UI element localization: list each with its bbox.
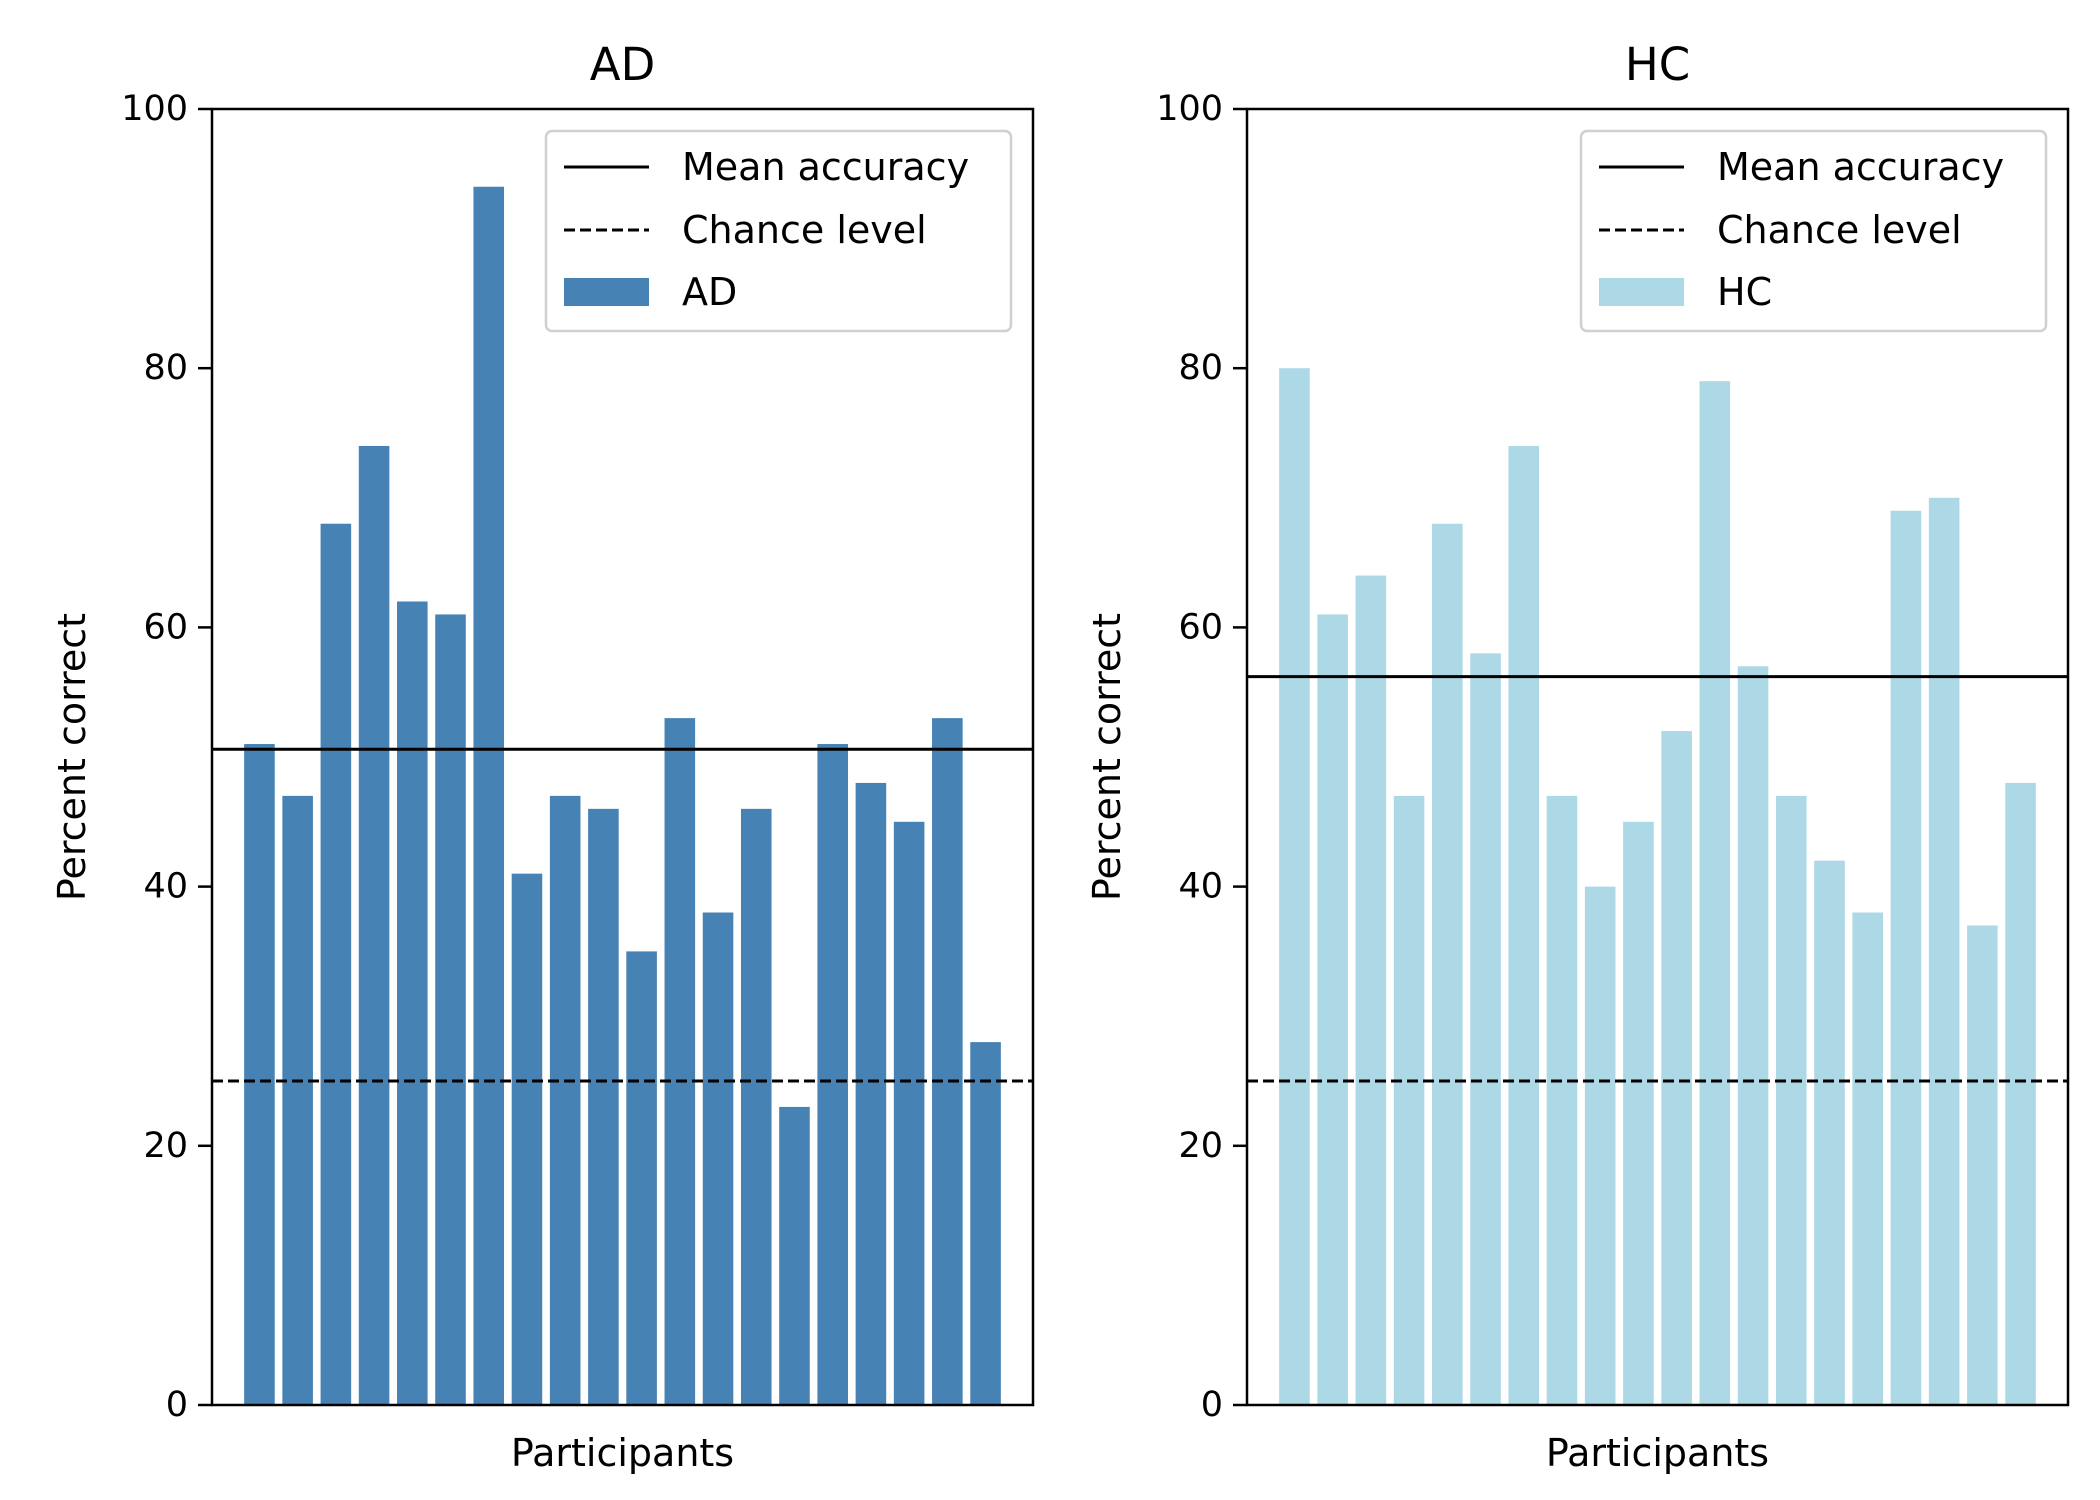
bar-ad-5: [397, 601, 428, 1405]
legend-series-swatch-hc: [1599, 278, 1684, 306]
y-tick-label-ad-20: 20: [143, 1126, 188, 1166]
bar-hc-11: [1661, 731, 1692, 1405]
bar-hc-10: [1623, 821, 1654, 1405]
legend-chance-label-ad: Chance level: [682, 208, 927, 252]
y-axis-label-hc: Percent correct: [1085, 613, 1129, 901]
bar-hc-14: [1775, 795, 1807, 1405]
panel-ad: 0 20 40 60 80 100 AD Participants Percent cor…: [50, 38, 1035, 1475]
bar-ad-8: [511, 873, 543, 1405]
y-tick-label-ad-40: 40: [143, 867, 188, 907]
legend-chance-label-hc: Chance level: [1717, 208, 1962, 252]
bar-ad-14: [740, 808, 772, 1405]
y-tick-label-ad-0: 0: [166, 1385, 188, 1425]
bar-hc-18: [1928, 497, 1960, 1405]
bar-ad-19: [932, 718, 963, 1405]
bar-ad-4: [358, 445, 390, 1406]
bar-ad-3: [320, 523, 352, 1405]
legend-ad: Mean accuracy Chance level AD: [544, 129, 1013, 333]
legend-box-ad: [544, 129, 1013, 333]
y-tick-label-hc-80: 80: [1178, 348, 1223, 388]
bar-hc-1: [1279, 368, 1310, 1406]
x-axis-label-ad: Participants: [511, 1431, 734, 1475]
bar-ad-6: [435, 614, 466, 1405]
y-tick-label-ad-60: 60: [143, 607, 188, 647]
axes-border-ad: [210, 107, 1035, 1407]
bar-hc-4: [1393, 795, 1425, 1405]
bar-hc-9: [1584, 886, 1616, 1405]
bar-hc-3: [1355, 575, 1387, 1405]
bar-hc-16: [1852, 912, 1883, 1405]
bar-hc-15: [1814, 860, 1845, 1405]
bars-ad: [244, 186, 1001, 1406]
bar-hc-5: [1432, 523, 1463, 1405]
bar-hc-2: [1317, 614, 1348, 1405]
bar-ad-13: [702, 912, 734, 1405]
bar-ad-12: [664, 718, 696, 1405]
bar-ad-1: [244, 744, 275, 1405]
bar-ad-11: [626, 951, 657, 1405]
y-tick-label-hc-60: 60: [1178, 607, 1223, 647]
legend-mean-label-ad: Mean accuracy: [682, 145, 969, 189]
bar-hc-6: [1470, 653, 1501, 1405]
axes-frame-hc: [1245, 107, 2070, 1407]
bar-hc-17: [1890, 510, 1922, 1405]
bar-hc-13: [1737, 666, 1769, 1405]
bar-ad-10: [588, 808, 619, 1405]
bar-ad-9: [549, 795, 581, 1405]
bar-ad-2: [282, 795, 313, 1405]
y-tick-label-hc-40: 40: [1178, 867, 1223, 907]
x-axis-label-hc: Participants: [1546, 1431, 1769, 1475]
bar-ad-20: [970, 1042, 1001, 1405]
bar-ad-18: [893, 821, 925, 1405]
y-tick-label-hc-20: 20: [1178, 1126, 1223, 1166]
y-tick-label-hc-0: 0: [1201, 1385, 1223, 1425]
axes-border-hc: [1245, 107, 2070, 1407]
y-tick-label-ad-80: 80: [143, 348, 188, 388]
bar-ad-7: [473, 186, 505, 1405]
bar-hc-12: [1699, 381, 1731, 1405]
panel-hc: 0 20 40 60 80 100 HC Participants Percent cor…: [1085, 38, 2070, 1475]
legend-mean-label-hc: Mean accuracy: [1717, 145, 2004, 189]
legend-series-swatch-ad: [564, 278, 649, 306]
axes-frame-ad: [210, 107, 1035, 1407]
bar-ad-15: [779, 1106, 810, 1405]
legend-box-hc: [1579, 129, 2048, 333]
chart-title-ad: AD: [590, 38, 655, 91]
bar-hc-8: [1546, 795, 1578, 1405]
bars-hc: [1279, 368, 2036, 1406]
y-axis-label-ad: Percent correct: [50, 613, 94, 901]
y-axis-hc: 0 20 40 60 80 100: [1156, 89, 1247, 1425]
y-axis-ad: 0 20 40 60 80 100: [121, 89, 212, 1425]
legend-series-label-hc: HC: [1717, 270, 1772, 314]
bar-hc-7: [1508, 445, 1540, 1406]
bar-hc-20: [2005, 782, 2036, 1405]
bar-hc-19: [1967, 925, 1998, 1405]
legend-hc: Mean accuracy Chance level HC: [1579, 129, 2048, 333]
legend-series-label-ad: AD: [682, 270, 737, 314]
bar-ad-16: [817, 744, 848, 1405]
chart-title-hc: HC: [1625, 38, 1690, 91]
y-tick-label-ad-100: 100: [121, 89, 188, 129]
y-tick-label-hc-100: 100: [1156, 89, 1223, 129]
bar-ad-17: [855, 782, 887, 1405]
